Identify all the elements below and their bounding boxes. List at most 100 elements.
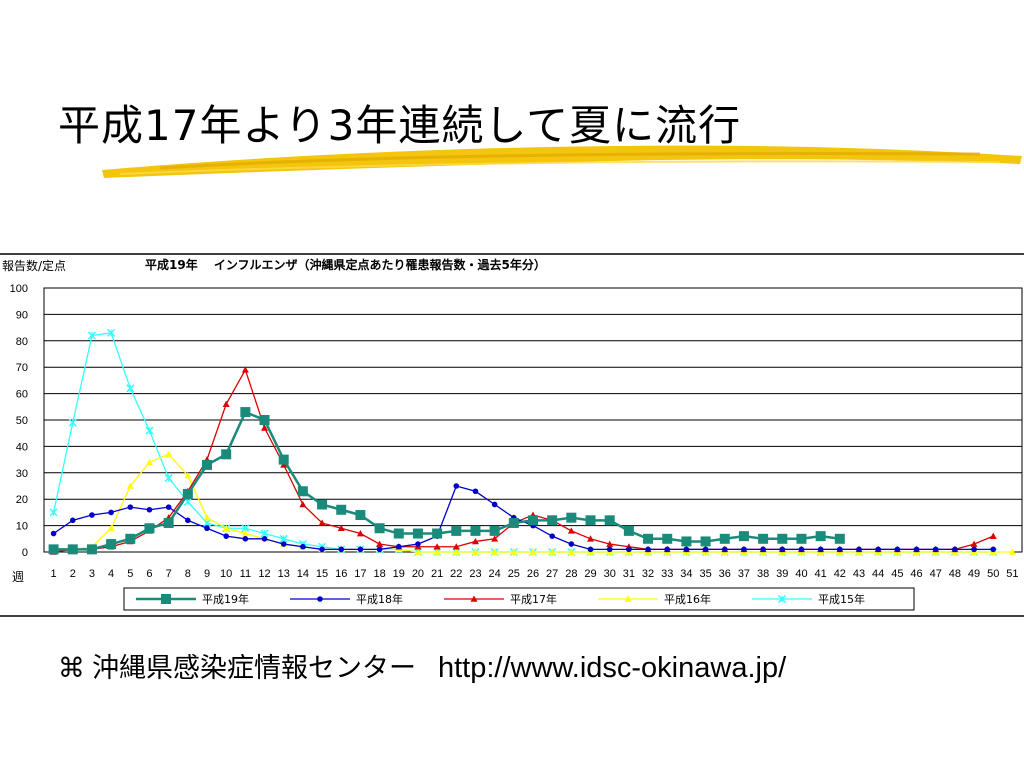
data-point <box>587 535 595 542</box>
x-tick-label: 6 <box>146 568 152 580</box>
data-point <box>451 525 462 536</box>
y-tick-label: 80 <box>16 336 28 348</box>
x-axis-label: 週 <box>12 570 24 584</box>
x-tick-label: 12 <box>258 568 270 580</box>
x-tick-label: 5 <box>127 568 133 580</box>
data-point <box>528 515 538 526</box>
x-tick-label: 41 <box>815 568 827 580</box>
data-point <box>585 515 596 526</box>
data-point <box>452 548 460 555</box>
footer-org: 沖縄県感染症情報センター <box>92 653 416 684</box>
data-point <box>777 533 788 544</box>
x-tick-label: 11 <box>240 568 251 580</box>
x-tick-label: 46 <box>910 568 922 580</box>
data-point <box>185 517 191 524</box>
data-point <box>50 530 57 537</box>
data-point <box>374 523 385 534</box>
data-point <box>261 536 268 542</box>
x-tick-label: 32 <box>642 568 654 580</box>
x-tick-label: 24 <box>489 568 501 580</box>
data-point <box>146 506 153 513</box>
y-tick-label: 0 <box>22 547 28 559</box>
data-point <box>182 488 193 499</box>
data-point <box>300 543 306 550</box>
data-point <box>107 328 116 337</box>
data-point <box>318 519 326 526</box>
series-平成19年 <box>48 407 845 555</box>
data-point <box>127 504 134 510</box>
footer-url[interactable]: http://www.idsc-okinawa.jp/ <box>438 652 787 684</box>
y-tick-label: 60 <box>16 389 28 401</box>
x-tick-label: 31 <box>623 568 635 580</box>
legend-marker <box>470 595 478 602</box>
data-point <box>261 424 269 431</box>
data-point <box>145 458 153 466</box>
data-point <box>989 532 997 539</box>
data-point <box>738 531 749 542</box>
legend-label: 平成15年 <box>818 592 865 606</box>
data-point <box>259 415 270 425</box>
y-tick-label: 70 <box>16 362 28 374</box>
data-point <box>606 540 614 547</box>
y-tick-label: 10 <box>16 521 28 533</box>
x-tick-label: 30 <box>604 568 616 580</box>
data-point <box>395 543 402 550</box>
x-tick-label: 21 <box>431 568 443 580</box>
data-point <box>471 537 479 545</box>
x-tick-label: 45 <box>891 568 903 580</box>
legend-label: 平成18年 <box>356 592 403 606</box>
data-point <box>164 474 173 483</box>
x-tick-label: 16 <box>335 568 347 580</box>
data-point <box>817 546 824 553</box>
data-point <box>202 518 212 527</box>
data-point <box>415 541 421 547</box>
x-tick-label: 20 <box>412 568 424 580</box>
data-point <box>796 533 807 544</box>
data-point <box>67 544 78 555</box>
x-tick-label: 10 <box>220 568 232 580</box>
data-point <box>681 536 692 547</box>
data-point <box>49 508 58 517</box>
data-point <box>491 548 499 555</box>
x-tick-label: 22 <box>450 568 462 580</box>
data-point <box>319 546 325 553</box>
x-tick-label: 13 <box>278 568 290 580</box>
x-tick-label: 43 <box>853 568 865 580</box>
data-point <box>913 546 920 553</box>
data-point <box>664 546 671 553</box>
data-point <box>242 536 249 542</box>
data-point <box>1008 548 1016 555</box>
data-point <box>125 533 136 544</box>
data-point <box>48 544 59 555</box>
y-axis-label: 報告数/定点 <box>2 258 66 273</box>
x-tick-label: 4 <box>108 568 114 580</box>
data-point <box>719 533 730 544</box>
x-tick-label: 2 <box>70 568 76 580</box>
data-point <box>491 501 498 508</box>
data-point <box>203 514 211 521</box>
data-point <box>356 530 364 537</box>
data-point <box>126 384 135 393</box>
data-point <box>297 486 308 497</box>
x-tick-label: 1 <box>51 568 57 580</box>
data-point <box>760 546 766 553</box>
x-tick-label: 26 <box>527 568 539 580</box>
data-point <box>376 546 383 553</box>
data-point <box>240 407 251 418</box>
data-point <box>376 540 384 547</box>
data-point <box>68 418 77 427</box>
data-point <box>278 454 289 465</box>
data-point <box>106 539 117 550</box>
legend-entry: 平成19年 <box>136 592 249 606</box>
footer-source: ⌘ 沖縄県感染症情報センター http://www.idsc-okinawa.jp/ <box>58 646 786 685</box>
slide-title: 平成17年より3年連続して夏に流行 <box>58 101 742 150</box>
data-point <box>165 450 173 458</box>
data-point <box>643 533 654 544</box>
x-tick-label: 51 <box>1006 568 1018 580</box>
data-point <box>145 426 154 435</box>
data-point <box>894 546 901 553</box>
data-point <box>815 531 826 542</box>
data-point <box>69 517 76 524</box>
chart-svg: 報告数/定点 平成19年 インフルエンザ（沖縄県定点あたり罹患報告数・過去5年分… <box>0 253 1024 617</box>
x-tick-label: 29 <box>584 568 596 580</box>
